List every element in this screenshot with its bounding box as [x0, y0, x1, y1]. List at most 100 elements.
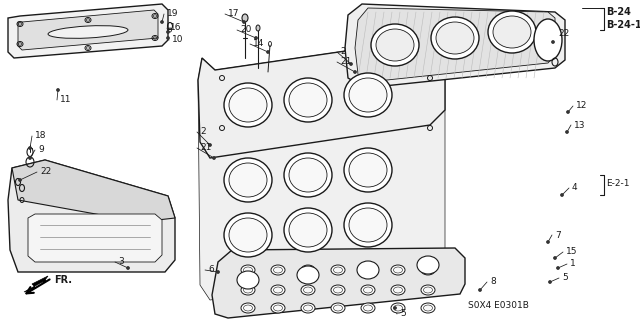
Ellipse shape: [361, 285, 375, 295]
Ellipse shape: [271, 303, 285, 313]
Text: 6: 6: [208, 265, 214, 275]
Ellipse shape: [417, 256, 439, 274]
Ellipse shape: [243, 20, 246, 24]
Text: 15: 15: [566, 248, 577, 256]
Ellipse shape: [364, 305, 372, 311]
Ellipse shape: [303, 305, 312, 311]
Text: 20: 20: [240, 26, 252, 34]
Text: 12: 12: [576, 101, 588, 110]
Ellipse shape: [331, 265, 345, 275]
Ellipse shape: [554, 256, 557, 259]
Ellipse shape: [255, 36, 257, 40]
Ellipse shape: [229, 218, 267, 252]
Text: 5: 5: [562, 273, 568, 283]
Text: 22: 22: [40, 167, 51, 176]
Text: 7: 7: [555, 231, 561, 240]
Text: 2: 2: [200, 128, 205, 137]
Ellipse shape: [394, 267, 403, 273]
Ellipse shape: [166, 31, 170, 33]
Ellipse shape: [331, 303, 345, 313]
Ellipse shape: [241, 265, 255, 275]
Text: 10: 10: [172, 35, 184, 44]
Ellipse shape: [209, 144, 211, 146]
Ellipse shape: [333, 267, 342, 273]
Ellipse shape: [349, 153, 387, 187]
Ellipse shape: [349, 63, 353, 65]
Polygon shape: [212, 248, 465, 318]
Ellipse shape: [349, 208, 387, 242]
Ellipse shape: [284, 78, 332, 122]
Text: 2: 2: [340, 48, 346, 56]
Polygon shape: [355, 8, 555, 82]
Ellipse shape: [424, 305, 433, 311]
Text: 5: 5: [400, 309, 406, 318]
Ellipse shape: [391, 265, 405, 275]
Ellipse shape: [166, 36, 170, 40]
Ellipse shape: [229, 88, 267, 122]
Ellipse shape: [284, 208, 332, 252]
Text: 3: 3: [118, 257, 124, 266]
Polygon shape: [8, 160, 175, 272]
Ellipse shape: [224, 213, 272, 257]
Ellipse shape: [289, 158, 327, 192]
Ellipse shape: [289, 213, 327, 247]
Ellipse shape: [353, 70, 356, 73]
Polygon shape: [8, 4, 168, 58]
Text: 1: 1: [570, 259, 576, 269]
Ellipse shape: [224, 83, 272, 127]
Text: 21: 21: [340, 57, 351, 66]
Ellipse shape: [297, 266, 319, 284]
Ellipse shape: [243, 287, 253, 293]
Text: 11: 11: [60, 95, 72, 105]
Ellipse shape: [301, 265, 315, 275]
Ellipse shape: [301, 303, 315, 313]
Ellipse shape: [364, 287, 372, 293]
Ellipse shape: [56, 88, 60, 92]
Ellipse shape: [557, 266, 559, 270]
Ellipse shape: [29, 157, 31, 160]
Text: 18: 18: [35, 131, 47, 140]
Ellipse shape: [271, 285, 285, 295]
Ellipse shape: [421, 265, 435, 275]
Ellipse shape: [243, 305, 253, 311]
Ellipse shape: [271, 265, 285, 275]
Text: 9: 9: [38, 145, 44, 154]
Ellipse shape: [331, 285, 345, 295]
Text: 17: 17: [228, 10, 239, 19]
Text: E-2-1: E-2-1: [606, 179, 630, 188]
Ellipse shape: [212, 157, 216, 160]
Ellipse shape: [361, 303, 375, 313]
Ellipse shape: [548, 280, 552, 284]
Ellipse shape: [371, 24, 419, 66]
Text: S0X4 E0301B: S0X4 E0301B: [468, 301, 529, 310]
Ellipse shape: [349, 78, 387, 112]
Polygon shape: [198, 38, 445, 158]
Ellipse shape: [421, 303, 435, 313]
Ellipse shape: [566, 130, 568, 133]
Polygon shape: [24, 276, 48, 292]
Ellipse shape: [391, 285, 405, 295]
Ellipse shape: [361, 265, 375, 275]
Text: 21: 21: [200, 144, 211, 152]
Ellipse shape: [289, 83, 327, 117]
Text: 14: 14: [253, 40, 264, 48]
Ellipse shape: [424, 287, 433, 293]
Text: 8: 8: [490, 278, 496, 286]
Polygon shape: [18, 10, 158, 50]
Ellipse shape: [424, 267, 433, 273]
Ellipse shape: [333, 305, 342, 311]
Ellipse shape: [561, 194, 563, 197]
Ellipse shape: [224, 158, 272, 202]
Ellipse shape: [436, 22, 474, 54]
Text: B-24-1: B-24-1: [606, 20, 640, 30]
Ellipse shape: [229, 163, 267, 197]
Ellipse shape: [333, 287, 342, 293]
Ellipse shape: [534, 19, 562, 61]
Ellipse shape: [301, 285, 315, 295]
Ellipse shape: [266, 50, 269, 54]
Text: 16: 16: [170, 24, 182, 33]
Ellipse shape: [273, 305, 282, 311]
Ellipse shape: [48, 26, 128, 38]
Ellipse shape: [256, 25, 260, 31]
Ellipse shape: [284, 153, 332, 197]
